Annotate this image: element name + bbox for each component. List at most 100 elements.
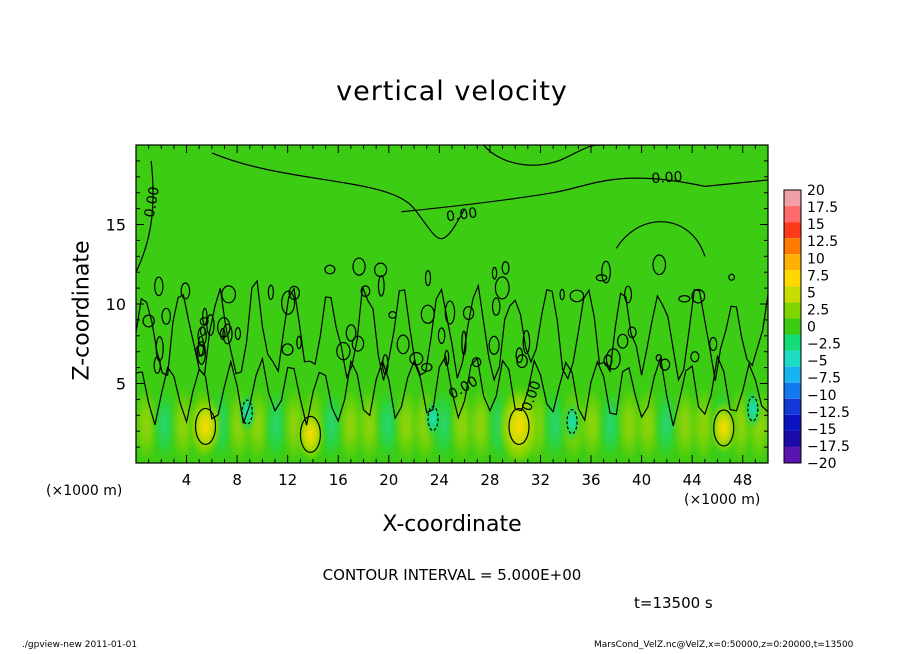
colorbar-label: 0 bbox=[807, 320, 816, 336]
small-cell-contour bbox=[296, 335, 302, 350]
small-cell-contour bbox=[217, 316, 231, 338]
colorbar-label: −5 bbox=[807, 354, 828, 370]
small-cell-contour bbox=[522, 329, 531, 355]
colorbar-label: 2.5 bbox=[807, 302, 829, 318]
small-cell-contour bbox=[627, 326, 637, 339]
contour-label: 0.00 bbox=[142, 185, 163, 218]
contour-label: 0.00 bbox=[445, 205, 478, 225]
small-cell-contour bbox=[678, 295, 691, 303]
small-cell-contour bbox=[444, 300, 456, 325]
small-cell-contour bbox=[488, 335, 500, 355]
small-cell-contour bbox=[690, 351, 700, 363]
colorbar-label: −17.5 bbox=[807, 439, 850, 455]
colorbar-label: −2.5 bbox=[807, 337, 841, 353]
upper-contour-2 bbox=[401, 177, 768, 213]
small-cell-contour bbox=[624, 285, 633, 304]
small-cell-contour bbox=[437, 327, 446, 344]
small-cell-contour bbox=[267, 284, 274, 301]
upper-contour-4 bbox=[136, 160, 154, 273]
small-cell-contour bbox=[424, 270, 432, 287]
colorbar-label: −20 bbox=[807, 456, 837, 472]
colorbar-swatch bbox=[784, 382, 801, 399]
small-cell-contour bbox=[421, 362, 433, 372]
x-tick-label: 24 bbox=[430, 471, 449, 489]
colorbar-label: 20 bbox=[807, 183, 825, 199]
small-cell-contour bbox=[351, 335, 365, 352]
colorbar-swatch bbox=[784, 222, 801, 239]
colorbar-swatch bbox=[784, 446, 801, 463]
updraft-core bbox=[495, 382, 543, 463]
colorbar-swatch bbox=[784, 318, 801, 335]
updraft-contour bbox=[713, 409, 735, 447]
small-cell-contour bbox=[281, 343, 294, 356]
small-cell-contour bbox=[617, 333, 629, 349]
small-cell-contour bbox=[494, 276, 510, 300]
small-cell-contour bbox=[491, 297, 501, 316]
colorbar-swatch bbox=[784, 254, 801, 271]
small-cell-contour bbox=[219, 328, 226, 340]
contour-interval-text: CONTOUR INTERVAL = 5.000E+00 bbox=[322, 566, 582, 584]
small-cell-contour bbox=[728, 273, 736, 281]
updraft-contour bbox=[194, 407, 217, 446]
small-cell-contour bbox=[471, 357, 482, 368]
colorbar-label: 12.5 bbox=[807, 234, 838, 250]
x-axis-label: X-coordinate bbox=[382, 512, 522, 537]
updraft-core bbox=[708, 398, 740, 458]
small-cell-contour bbox=[515, 347, 524, 364]
small-cell-contour bbox=[501, 261, 510, 275]
small-cell-contour bbox=[709, 336, 718, 352]
colorbar-label: −15 bbox=[807, 422, 837, 438]
small-cell-contour bbox=[462, 306, 475, 321]
x-tick-label: 36 bbox=[581, 471, 600, 489]
zero-contour-mid bbox=[136, 279, 768, 382]
small-cell-contour bbox=[595, 274, 608, 282]
x-tick-label: 16 bbox=[329, 471, 348, 489]
upper-contour-1 bbox=[211, 152, 466, 240]
colorbar-swatch bbox=[784, 190, 801, 207]
small-cell-contour bbox=[655, 354, 663, 362]
downdraft-core bbox=[562, 399, 583, 444]
downdraft-contour bbox=[566, 409, 578, 435]
colorbar-swatch bbox=[784, 430, 801, 447]
updraft-contour bbox=[508, 407, 530, 446]
colorbar-label: −12.5 bbox=[807, 405, 850, 421]
small-cell-contour bbox=[202, 307, 208, 326]
small-cell-contour bbox=[206, 314, 215, 336]
small-cell-contour bbox=[691, 288, 706, 304]
small-cell-contour bbox=[234, 327, 242, 341]
small-cell-contour bbox=[652, 254, 667, 276]
small-cell-contour bbox=[336, 341, 351, 361]
small-cell-contour bbox=[161, 307, 172, 325]
small-cell-contour bbox=[559, 288, 565, 301]
colorbar-swatch bbox=[784, 414, 801, 431]
colorbar-swatch bbox=[784, 238, 801, 255]
x-tick-label: 12 bbox=[278, 471, 297, 489]
time-label: t=13500 s bbox=[634, 594, 713, 612]
downdraft-core bbox=[742, 386, 763, 431]
small-cell-contour bbox=[352, 257, 366, 276]
colorbar-label: 15 bbox=[807, 217, 825, 233]
small-cell-contour bbox=[382, 354, 389, 375]
colorbar-label: 5 bbox=[807, 285, 816, 301]
small-cell-contour bbox=[409, 351, 424, 366]
updraft-core bbox=[295, 405, 326, 463]
updraft-core bbox=[187, 392, 224, 461]
colorbar-frame bbox=[783, 189, 802, 464]
small-cell-contour bbox=[281, 290, 296, 315]
plot-area: 0.00 0.000.000.00 0.00 bbox=[136, 145, 768, 463]
colorbar-swatch bbox=[784, 302, 801, 319]
x-unit-label-right: (×1000 m) bbox=[684, 492, 761, 508]
small-cell-contour bbox=[659, 358, 671, 371]
zero-contour-low bbox=[136, 354, 768, 427]
y-axis-label: Z-coordinate bbox=[69, 240, 95, 381]
small-cell-contour bbox=[153, 356, 161, 374]
footer-left: ./gpview-new 2011-01-01 bbox=[22, 640, 138, 650]
downdraft-core bbox=[423, 396, 444, 441]
chart-title: vertical velocity bbox=[336, 76, 568, 107]
x-unit-label-left: (×1000 m) bbox=[46, 483, 123, 499]
small-cell-contour bbox=[420, 304, 435, 324]
colorbar-label: 10 bbox=[807, 251, 825, 267]
x-tick-label: 4 bbox=[182, 471, 192, 489]
